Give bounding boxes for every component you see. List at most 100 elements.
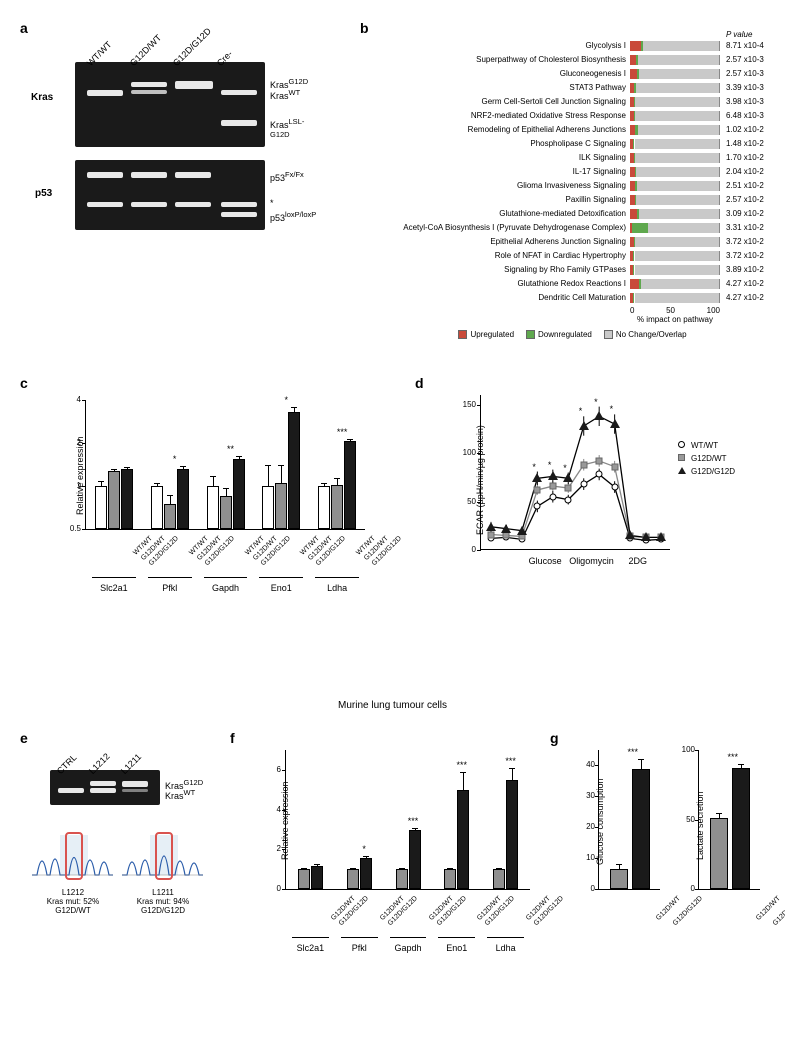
p53-side-2: * bbox=[270, 198, 274, 208]
marker-hom bbox=[641, 532, 651, 542]
pathway-row: Signaling by Rho Family GTPases3.89 x10-… bbox=[380, 263, 765, 276]
pathway-label: IL-17 Signaling bbox=[380, 167, 630, 176]
chart-c-area: 0.5124WT/WTG12D/WTG12D/G12DSlc2a1WT/WTG1… bbox=[85, 400, 365, 530]
marker-wt bbox=[565, 496, 572, 503]
chart-d: ECAR (µpH/min/µg protein) 050100150Gluco… bbox=[455, 395, 755, 595]
p53-side-1: p53Fx/Fx bbox=[270, 170, 304, 183]
marker-het bbox=[596, 457, 603, 464]
bar bbox=[360, 858, 372, 889]
pathway-bar bbox=[630, 167, 720, 177]
pathway-pval: 6.48 x10-3 bbox=[720, 111, 764, 120]
sig-label: * bbox=[271, 395, 301, 405]
sig-label: *** bbox=[628, 747, 639, 757]
pathway-pval: 3.31 x10-2 bbox=[720, 223, 764, 232]
chrom-2-box bbox=[155, 832, 173, 880]
group-label: Gapdh bbox=[198, 583, 254, 593]
bar bbox=[344, 441, 356, 529]
gel-band bbox=[58, 788, 84, 793]
pathway-row: Gluconeogenesis I2.57 x10-3 bbox=[380, 67, 765, 80]
sig-label: * bbox=[579, 406, 583, 416]
pathway-bar bbox=[630, 265, 720, 275]
legend-down: Downregulated bbox=[526, 330, 592, 339]
chart-g2-area: 050100G12D/WTG12D/G12D*** bbox=[698, 750, 760, 890]
sig-label: * bbox=[160, 454, 190, 464]
pathway-pval: 2.57 x10-3 bbox=[720, 69, 764, 78]
panel-b-label: b bbox=[360, 20, 369, 36]
legend-d-wt: WT/WT bbox=[677, 440, 735, 450]
pathway-pval: 1.02 x10-2 bbox=[720, 125, 764, 134]
bar bbox=[164, 504, 176, 529]
marker-hom bbox=[517, 526, 527, 536]
marker-het bbox=[611, 463, 618, 470]
p53-side-3: p53loxP/loxP bbox=[270, 210, 316, 223]
legend-d-hom: G12D/G12D bbox=[677, 466, 735, 476]
pathway-pval: 3.72 x10-2 bbox=[720, 237, 764, 246]
pathway-pval: 2.04 x10-2 bbox=[720, 167, 764, 176]
gel-band bbox=[87, 90, 123, 96]
marker-hom bbox=[501, 524, 511, 534]
b-x-label: % impact on pathway bbox=[630, 315, 720, 324]
pathway-pval: 2.57 x10-3 bbox=[720, 55, 764, 64]
pathway-label: Acetyl-CoA Biosynthesis I (Pyruvate Dehy… bbox=[380, 223, 630, 232]
c-y-label: Relative expression bbox=[75, 415, 85, 515]
group-label: Eno1 bbox=[432, 943, 481, 953]
marker-wt bbox=[611, 484, 618, 491]
y-tick-label: 1 bbox=[61, 481, 81, 490]
bar bbox=[732, 768, 750, 889]
bar bbox=[95, 486, 107, 529]
pathway-bar bbox=[630, 251, 720, 261]
bar bbox=[262, 486, 274, 529]
pathway-bar bbox=[630, 195, 720, 205]
bar bbox=[288, 412, 300, 529]
bar bbox=[108, 471, 120, 529]
group-label: Ldha bbox=[481, 943, 530, 953]
pathway-pval: 2.51 x10-2 bbox=[720, 181, 764, 190]
pathway-label: Remodeling of Epithelial Adherens Juncti… bbox=[380, 125, 630, 134]
pathway-label: Glycolysis I bbox=[380, 41, 630, 50]
marker-wt bbox=[549, 493, 556, 500]
pathway-row: ILK Signaling1.70 x10-2 bbox=[380, 151, 765, 164]
marker-hom bbox=[656, 532, 666, 542]
pathway-label: Dendritic Cell Maturation bbox=[380, 293, 630, 302]
pathway-pval: 3.72 x10-2 bbox=[720, 251, 764, 260]
gel-kras-container: Kras KrasG12D KrasWT KrasLSL-G12D bbox=[75, 62, 265, 147]
x-region-label: 2DG bbox=[608, 556, 668, 566]
pathway-bar bbox=[630, 181, 720, 191]
pathway-row: Glioma Invasiveness Signaling 2.51 x10-2 bbox=[380, 179, 765, 192]
pathway-bar bbox=[630, 55, 720, 65]
sig-label: ** bbox=[216, 444, 246, 454]
pathway-row: NRF2-mediated Oxidative Stress Response6… bbox=[380, 109, 765, 122]
panel-e-label: e bbox=[20, 730, 28, 746]
pathway-label: Glioma Invasiveness Signaling bbox=[380, 181, 630, 190]
group-label: Slc2a1 bbox=[286, 943, 335, 953]
gel-band bbox=[131, 82, 167, 87]
pathway-row: IL-17 Signaling 2.04 x10-2 bbox=[380, 165, 765, 178]
bar bbox=[220, 496, 232, 529]
marker-hom bbox=[486, 522, 496, 532]
y-tick-label: 4 bbox=[61, 395, 81, 404]
pathway-pval: 3.09 x10-2 bbox=[720, 209, 764, 218]
gel-e bbox=[50, 770, 160, 805]
pathway-row: Superpathway of Cholesterol Biosynthesis… bbox=[380, 53, 765, 66]
e-side-2: KrasWT bbox=[165, 788, 195, 801]
chart-d-area: 050100150GlucoseOligomycin2DG****** bbox=[480, 395, 670, 550]
pathway-bar bbox=[630, 41, 720, 51]
group-label: Pfkl bbox=[142, 583, 198, 593]
gel-band bbox=[122, 789, 148, 792]
bar bbox=[121, 469, 133, 529]
gel-band bbox=[131, 90, 167, 94]
y-tick-label: 0.5 bbox=[61, 524, 81, 533]
pathway-bar bbox=[630, 237, 720, 247]
y-tick-label: 40 bbox=[577, 760, 595, 769]
bar bbox=[493, 869, 505, 889]
panel-d: d ECAR (µpH/min/µg protein) 050100150Glu… bbox=[415, 375, 765, 635]
bar bbox=[331, 485, 343, 529]
pathway-bar bbox=[630, 97, 720, 107]
gel-e-container: KrasG12D KrasWT bbox=[50, 770, 160, 805]
pathway-row: Glutathione Redox Reactions I4.27 x10-2 bbox=[380, 277, 765, 290]
y-tick-label: 0 bbox=[577, 884, 595, 893]
marker-het bbox=[549, 483, 556, 490]
gel-band bbox=[131, 172, 167, 178]
y-tick-label: 0 bbox=[677, 884, 695, 893]
pathway-row: Phospholipase C Signaling1.48 x10-2 bbox=[380, 137, 765, 150]
